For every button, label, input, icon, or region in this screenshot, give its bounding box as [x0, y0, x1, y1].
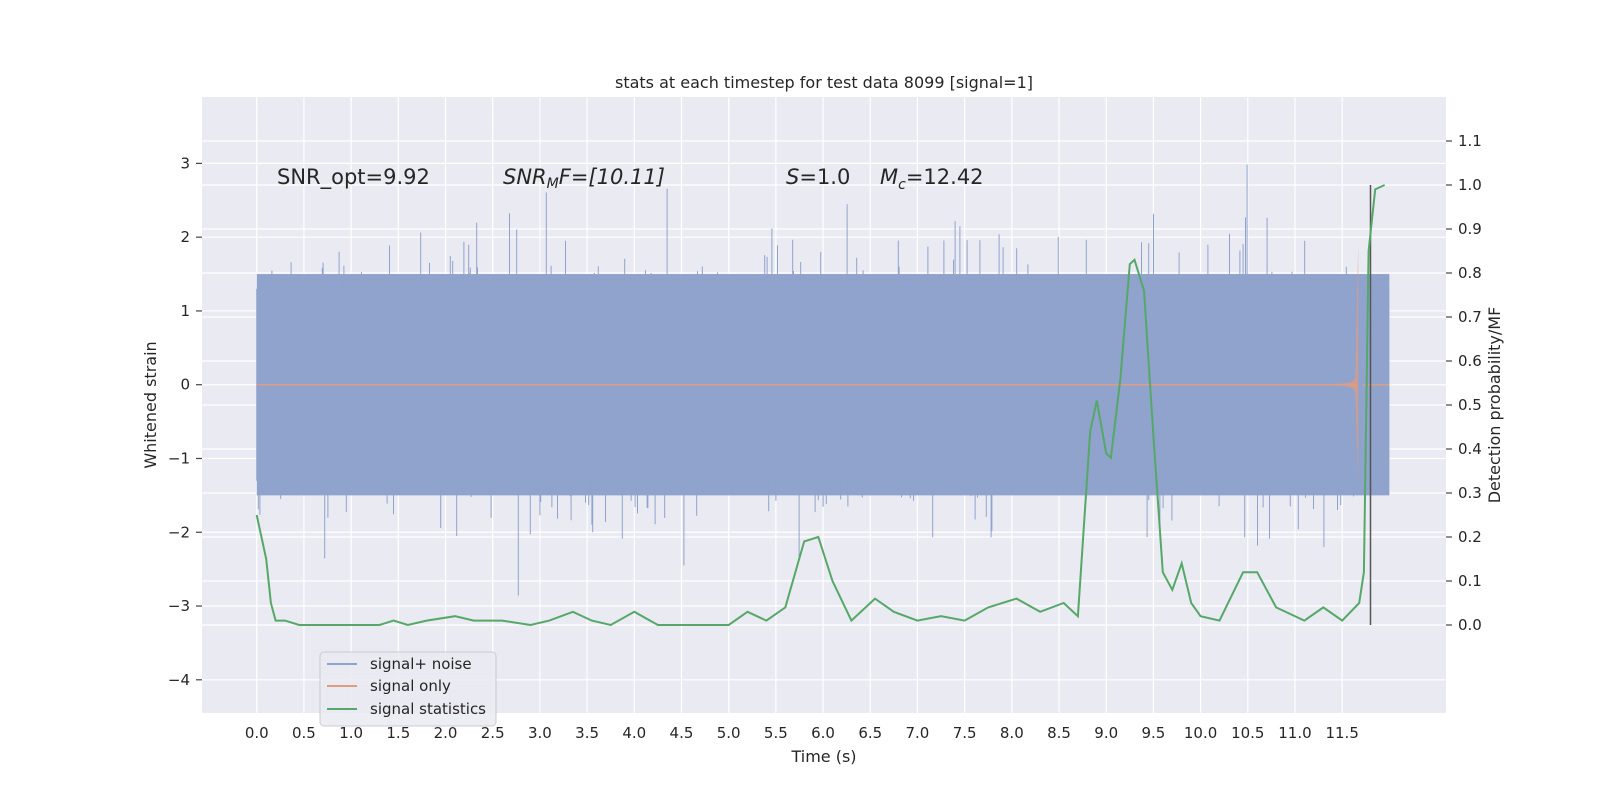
y-tick-label: −2	[168, 523, 190, 541]
x-tick-label: 4.0	[622, 724, 646, 742]
chart-title: stats at each timestep for test data 809…	[615, 73, 1033, 92]
right-y-tick-label: 0.8	[1458, 264, 1482, 282]
x-tick-label: 2.5	[481, 724, 505, 742]
x-tick-label: 7.0	[906, 724, 930, 742]
x-axis-label: Time (s)	[790, 747, 856, 766]
x-tick-label: 8.0	[1000, 724, 1024, 742]
x-tick-label: 11.0	[1278, 724, 1311, 742]
x-tick-label: 6.0	[811, 724, 835, 742]
mc-annotation: Mc=12.42	[880, 165, 984, 193]
s-annotation: S=1.0	[786, 165, 850, 189]
x-tick-label: 3.0	[528, 724, 552, 742]
y-tick-label: −3	[168, 597, 190, 615]
right-y-tick-label: 0.9	[1458, 220, 1482, 238]
x-tick-label: 0.0	[245, 724, 269, 742]
right-y-axis-label: Detection probability/MF	[1485, 307, 1504, 504]
right-y-tick-label: 0.2	[1458, 528, 1482, 546]
y-axis-ticks: 3 2 1 0 −1 −2 −3 −4	[168, 154, 202, 689]
x-tick-label: 11.5	[1325, 724, 1358, 742]
x-tick-label: 5.0	[717, 724, 741, 742]
x-tick-label: 10.5	[1231, 724, 1264, 742]
legend-label-noise: signal+ noise	[370, 655, 472, 673]
x-tick-label: 7.5	[953, 724, 977, 742]
right-y-tick-label: 1.0	[1458, 176, 1482, 194]
snr-opt-annotation: SNR_opt=9.92	[277, 165, 430, 190]
right-y-tick-label: 0.5	[1458, 396, 1482, 414]
x-tick-label: 9.5	[1141, 724, 1165, 742]
y-tick-label: 0	[180, 376, 190, 394]
legend-label-stats: signal statistics	[370, 700, 486, 718]
right-y-tick-label: 0.4	[1458, 440, 1482, 458]
legend-label-signal: signal only	[370, 677, 451, 695]
x-tick-label: 0.5	[292, 724, 316, 742]
x-axis-ticks: 0.0 0.5 1.0 1.5 2.0 2.5 3.0 3.5 4.0 4.5 5.0 5.5 6.0 6…	[245, 724, 1359, 742]
y-tick-label: −4	[168, 671, 190, 689]
legend-box	[319, 651, 497, 727]
y-tick-label: 1	[180, 302, 190, 320]
x-tick-label: 5.5	[764, 724, 788, 742]
x-tick-label: 3.5	[575, 724, 599, 742]
right-y-tick-label: 0.7	[1458, 308, 1482, 326]
x-tick-label: 2.0	[434, 724, 458, 742]
x-tick-label: 6.5	[858, 724, 882, 742]
x-tick-label: 8.5	[1047, 724, 1071, 742]
y-tick-label: −1	[168, 449, 190, 467]
right-y-tick-label: 0.0	[1458, 616, 1482, 634]
right-y-axis-ticks: 1.1 1.0 0.9 0.8 0.7 0.6 0.5 0.4 0.3 0.2 0.1 0.0	[1446, 132, 1482, 634]
y-tick-label: 2	[180, 228, 190, 246]
y-tick-label: 3	[180, 154, 190, 172]
x-tick-label: 1.5	[386, 724, 410, 742]
y-axis-label: Whitened strain	[141, 341, 160, 468]
x-tick-label: 1.0	[339, 724, 363, 742]
right-y-tick-label: 0.6	[1458, 352, 1482, 370]
signal-statistics-series	[255, 184, 1386, 627]
legend: signal+ noise signal only signal statist…	[319, 651, 497, 727]
snr-mf-annotation: SNRMF=[10.11]	[503, 165, 665, 192]
right-y-tick-label: 0.1	[1458, 572, 1482, 590]
right-y-tick-label: 0.3	[1458, 484, 1482, 502]
x-tick-label: 9.0	[1094, 724, 1118, 742]
x-tick-label: 4.5	[670, 724, 694, 742]
right-y-tick-label: 1.1	[1458, 132, 1482, 150]
x-tick-label: 10.0	[1184, 724, 1217, 742]
